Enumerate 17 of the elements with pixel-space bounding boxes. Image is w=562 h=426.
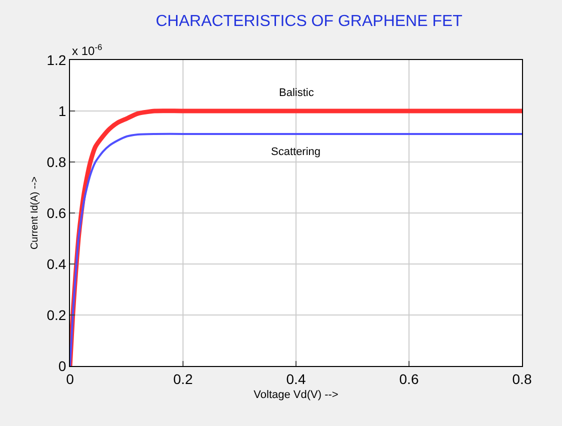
y-tick-label: 1: [58, 102, 66, 119]
y-axis-title: Current Id(A) -->: [30, 176, 41, 250]
y-tick-label: 0.8: [46, 154, 66, 170]
x-axis-title: Voltage Vd(V) -->: [254, 389, 338, 401]
x-tick-label: 0.6: [399, 370, 419, 387]
x-tick-label: 0.2: [173, 370, 193, 387]
y-tick-label: 0.6: [46, 204, 66, 221]
y-tick-label: 0.2: [46, 306, 66, 323]
chart-title: CHARACTERISTICS OF GRAPHENE FET: [156, 13, 463, 30]
y-tick-label: 0: [58, 358, 66, 374]
y-tick-label: 1.2: [46, 52, 66, 68]
series-label: Scattering: [271, 146, 321, 158]
y-tick-label: 0.4: [46, 256, 66, 272]
text: x 10$^{-6}$: [72, 42, 102, 58]
x-tick-label: 0.8: [512, 370, 532, 387]
series-label: Balistic: [279, 87, 314, 99]
x-tick-label: 0.4: [286, 370, 306, 387]
